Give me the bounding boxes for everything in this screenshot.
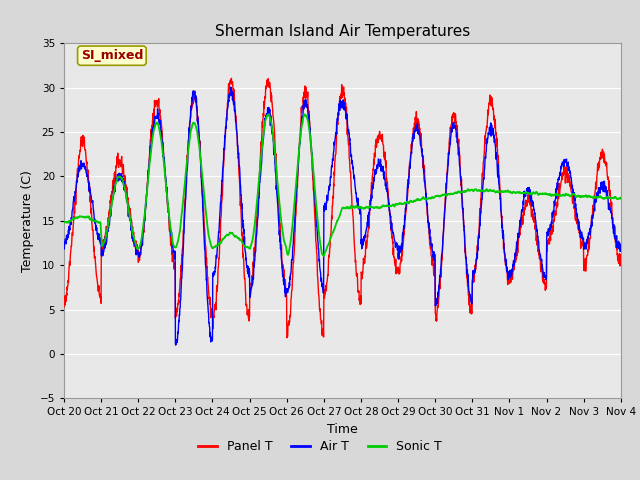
Y-axis label: Temperature (C): Temperature (C)	[21, 170, 34, 272]
Title: Sherman Island Air Temperatures: Sherman Island Air Temperatures	[215, 24, 470, 39]
Panel T	[60, 304, 68, 310]
Sonic T	[60, 219, 68, 225]
Air T	[172, 342, 180, 348]
Air T	[499, 228, 507, 233]
Text: SI_mixed: SI_mixed	[81, 49, 143, 62]
Sonic T	[601, 195, 609, 201]
Air T	[60, 240, 68, 245]
Sonic T	[602, 195, 609, 201]
Panel T	[88, 227, 96, 233]
Panel T	[601, 160, 609, 166]
Air T	[332, 134, 339, 140]
Sonic T	[316, 240, 324, 246]
Panel T	[317, 317, 324, 323]
X-axis label: Time: Time	[327, 423, 358, 436]
Panel T	[499, 231, 507, 237]
Panel T	[617, 259, 625, 265]
Air T	[88, 200, 96, 205]
Sonic T	[320, 253, 328, 259]
Panel T	[332, 152, 339, 157]
Panel T	[228, 75, 236, 81]
Air T	[317, 269, 324, 275]
Air T	[227, 84, 235, 90]
Line: Panel T: Panel T	[64, 78, 621, 338]
Sonic T	[499, 189, 507, 194]
Air T	[617, 241, 625, 247]
Sonic T	[301, 111, 308, 117]
Line: Air T: Air T	[64, 87, 621, 345]
Sonic T	[332, 224, 339, 229]
Air T	[602, 185, 609, 191]
Panel T	[283, 335, 291, 341]
Legend: Panel T, Air T, Sonic T: Panel T, Air T, Sonic T	[193, 435, 447, 458]
Sonic T	[88, 217, 96, 223]
Line: Sonic T: Sonic T	[64, 114, 621, 256]
Sonic T	[617, 195, 625, 201]
Air T	[601, 189, 609, 195]
Panel T	[602, 159, 609, 165]
